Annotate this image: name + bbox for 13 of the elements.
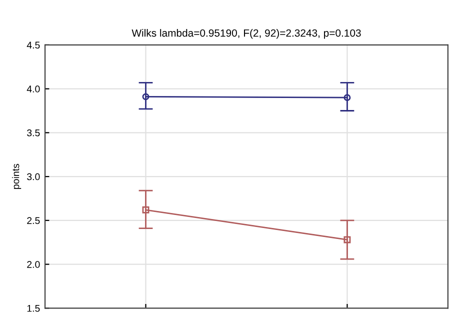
y-tick-label: 4.0	[26, 86, 40, 92]
point	[344, 94, 351, 102]
point	[142, 206, 150, 214]
y-tick-label: 2.0	[27, 261, 40, 268]
y-tick-label: 2.5	[27, 217, 40, 224]
y-tick-label: 3.5	[27, 129, 40, 136]
y-tick-label: 1.5	[27, 304, 40, 312]
point	[344, 236, 351, 244]
y-tick-label: 4.5	[26, 42, 40, 49]
y-axis-title: points	[12, 164, 22, 189]
y-tick-label: 3.0	[27, 173, 40, 180]
point	[142, 93, 150, 100]
chart-title: Wilks lambda=0.95190, F(2, 92)=2.3243, p=0.103	[132, 29, 361, 39]
